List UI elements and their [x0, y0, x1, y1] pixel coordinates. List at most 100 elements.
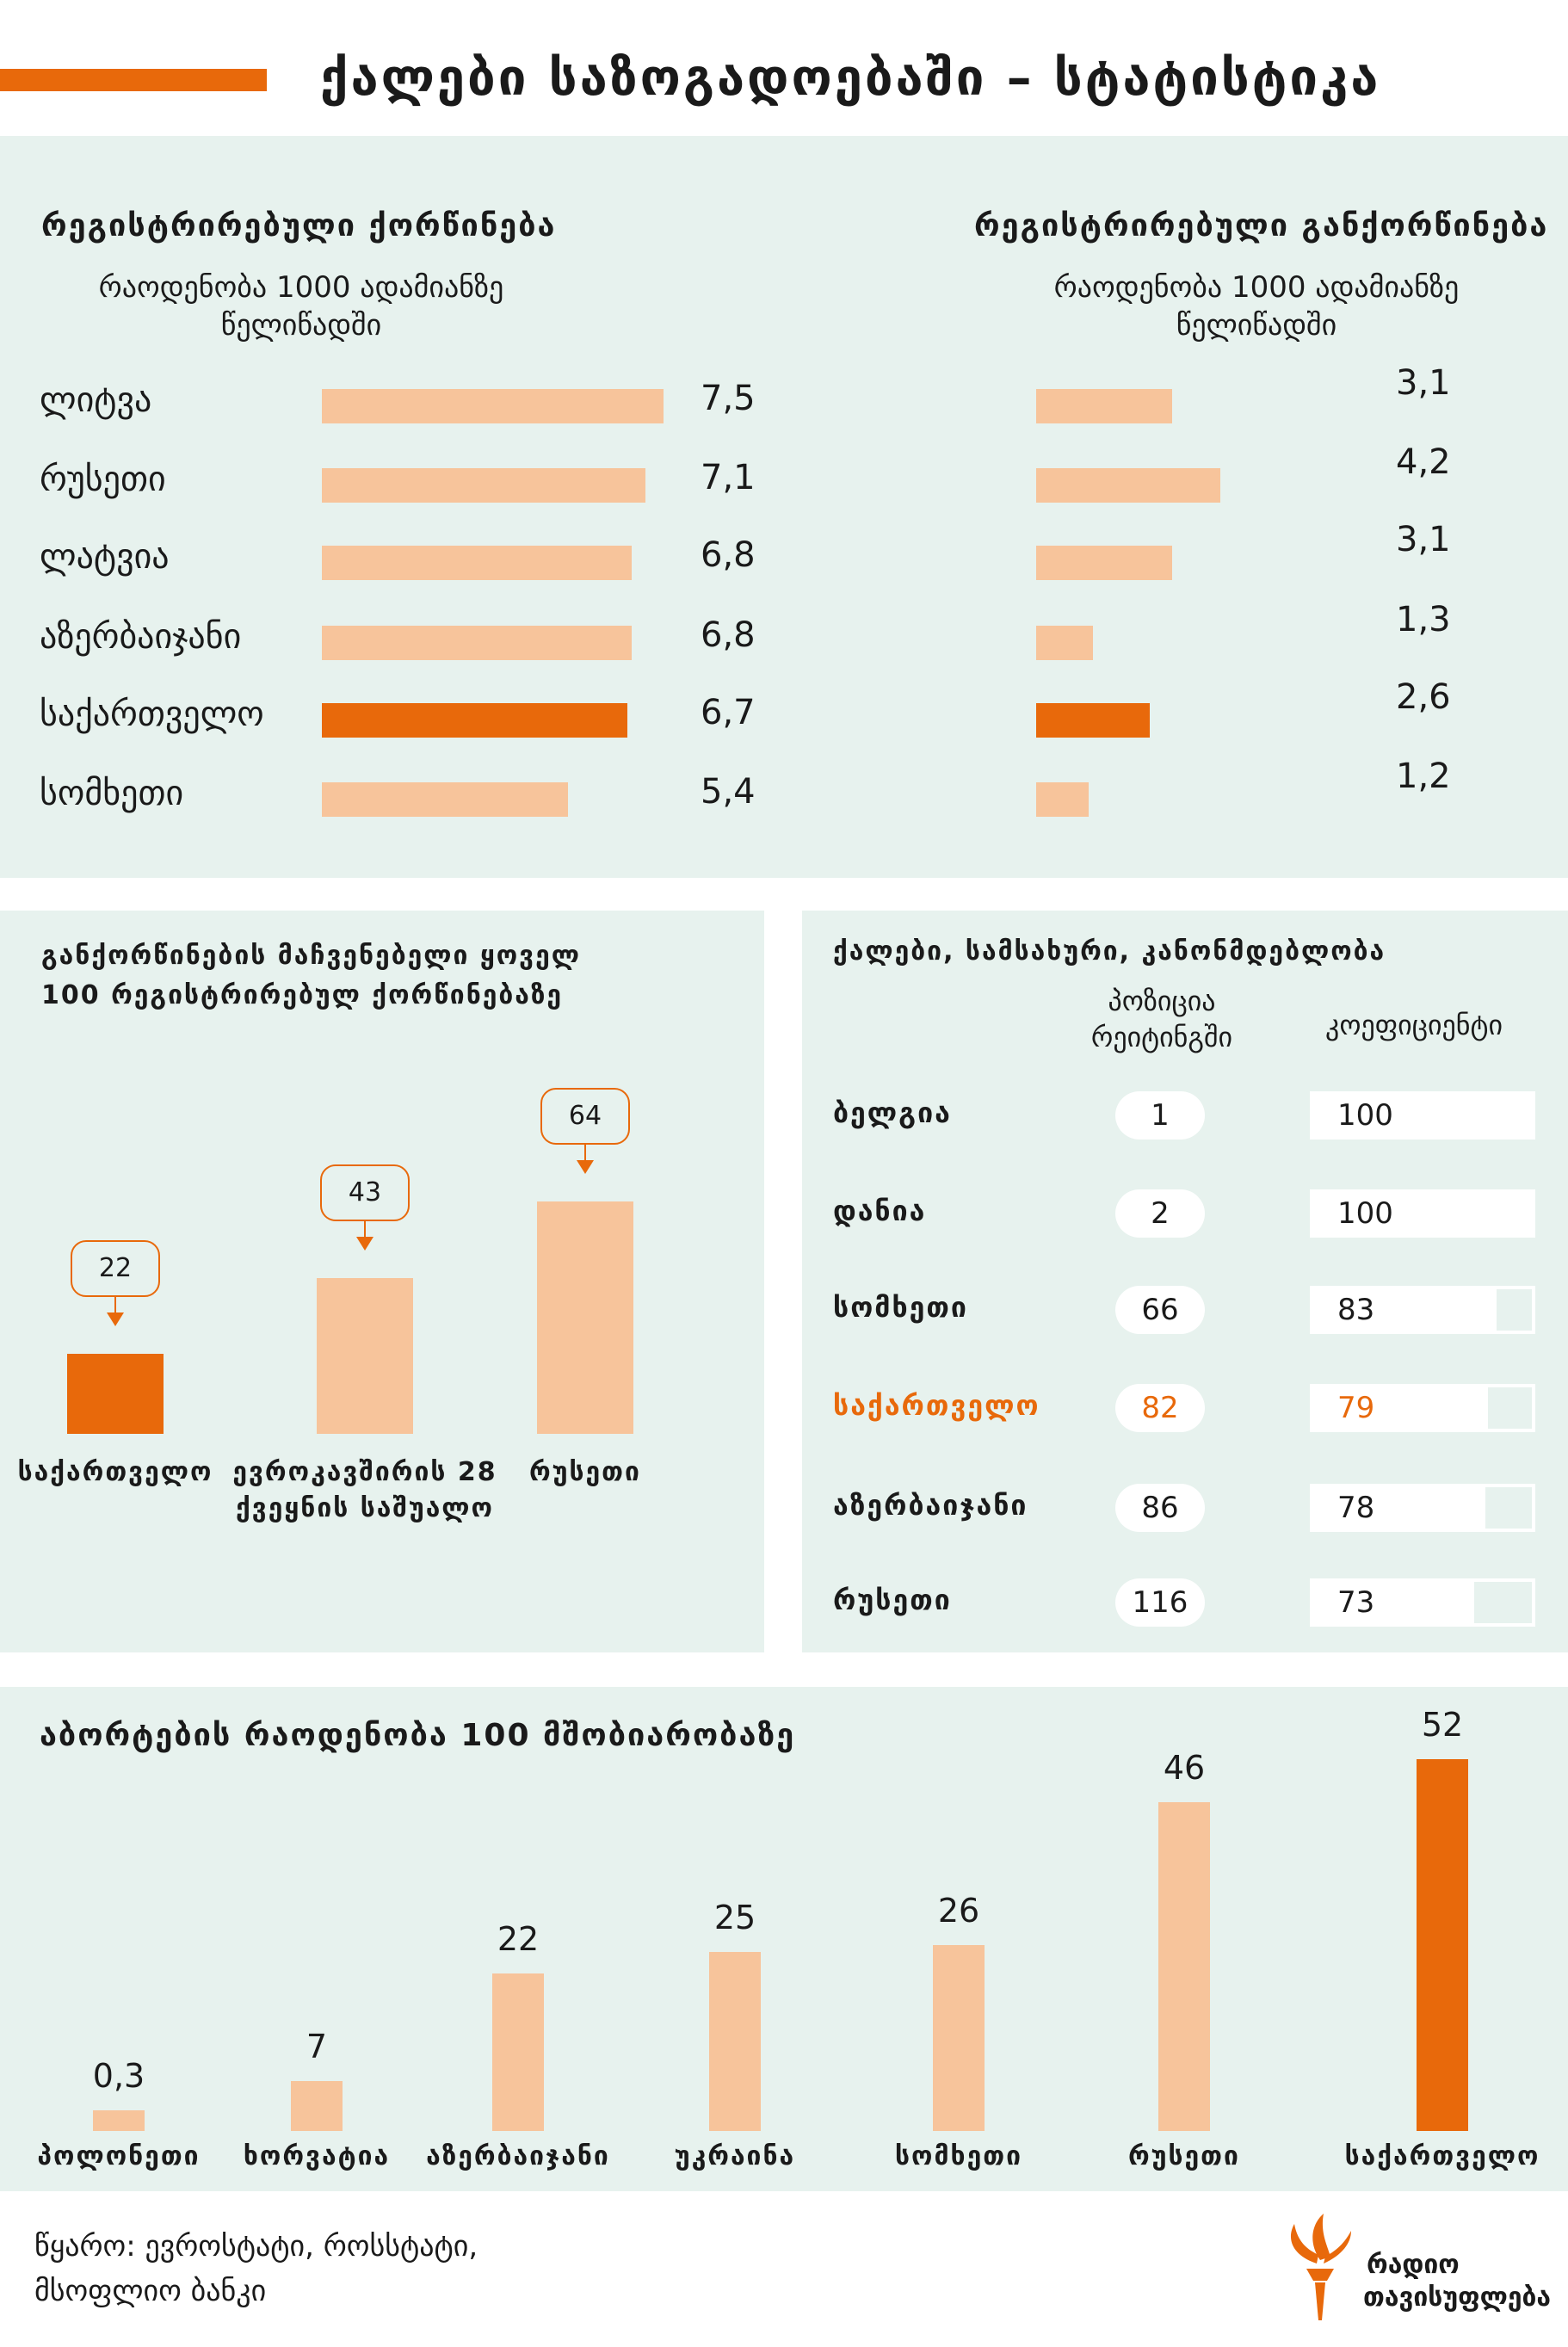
marriage-value: 6,7 — [701, 693, 756, 732]
divorce-subtitle: რაოდენობა 1000 ადამიანზე წელიწადში — [1053, 270, 1460, 343]
coef-remainder — [1485, 1386, 1534, 1430]
divorce-bar — [1036, 389, 1172, 423]
callout-arrow — [107, 1312, 124, 1327]
country-label: საქართველო — [40, 695, 264, 734]
coef-remainder — [1472, 1580, 1534, 1625]
logo-text-line2: თავისუფლება — [1363, 2282, 1552, 2313]
work-country-label: რუსეთი — [833, 1584, 952, 1616]
abortion-bar — [933, 1945, 985, 2131]
divorce-heading: რეგისტრირებული განქორწინება — [974, 208, 1549, 244]
ratio-category-label: ევროკავშირის 28 ქვეყნის საშუალო — [232, 1457, 497, 1523]
callout-arrow — [356, 1236, 373, 1251]
abortion-category-label: რუსეთი — [1128, 2141, 1240, 2171]
marriage-value: 6,8 — [701, 535, 756, 575]
divorce-value: 3,1 — [1396, 363, 1451, 403]
callout-stem — [364, 1220, 366, 1237]
abortion-category-label: უკრაინა — [674, 2141, 796, 2171]
work-country-label: დანია — [833, 1195, 927, 1227]
marriage-bar — [322, 389, 664, 423]
coef-value: 78 — [1337, 1491, 1375, 1525]
divorce-bar — [1036, 626, 1094, 660]
coef-value: 100 — [1337, 1196, 1393, 1231]
abortion-bar — [93, 2110, 145, 2131]
marriage-value: 7,5 — [701, 379, 756, 418]
work-country-label: საქართველო — [833, 1389, 1040, 1422]
country-label: სომხეთი — [40, 774, 184, 813]
divorce-bar — [1036, 782, 1090, 817]
country-label: აზერბაიჯანი — [40, 617, 242, 657]
marriage-value: 5,4 — [701, 772, 756, 812]
coef-box: 83 — [1310, 1286, 1535, 1334]
abortion-category-label: საქართველო — [1344, 2141, 1540, 2171]
rank-pill: 86 — [1115, 1484, 1205, 1532]
logo-text-line1: რადიო — [1367, 2250, 1460, 2280]
callout-arrow — [577, 1160, 594, 1174]
ratio-heading: განქორწინების მაჩვენებელი ყოველ 100 რეგი… — [41, 941, 581, 1010]
ratio-bar — [317, 1277, 413, 1434]
marriage-bar — [322, 468, 645, 503]
callout-stem — [114, 1297, 116, 1313]
ratio-callout: 43 — [320, 1164, 410, 1221]
torch-logo-icon — [1282, 2212, 1356, 2324]
marriage-bar — [322, 626, 632, 660]
title-accent-bar — [0, 69, 267, 91]
divorce-bar — [1036, 546, 1172, 580]
rank-pill: 66 — [1115, 1286, 1205, 1334]
coef-value: 79 — [1337, 1391, 1375, 1425]
ratio-bar — [67, 1354, 164, 1434]
abortion-panel — [0, 1687, 1568, 2191]
ratio-bar — [537, 1201, 633, 1434]
coef-box: 79 — [1310, 1384, 1535, 1432]
divorce-value: 1,2 — [1396, 757, 1451, 796]
coef-box: 73 — [1310, 1578, 1535, 1627]
divorce-value: 4,2 — [1396, 442, 1451, 482]
source-note: წყარო: ევროსტატი, როსსტატი, მსოფლიო ბანკ… — [34, 2229, 478, 2308]
ratio-callout: 22 — [71, 1240, 160, 1298]
marriage-value: 7,1 — [701, 458, 756, 497]
divorce-bar — [1036, 703, 1151, 738]
marriage-divorce-panel — [0, 136, 1568, 878]
coef-box: 78 — [1310, 1484, 1535, 1532]
work-heading: ქალები, სამსახური, კანონმდებლობა — [833, 936, 1386, 967]
coef-value: 83 — [1337, 1293, 1375, 1327]
abortion-bar — [1417, 1759, 1468, 2131]
divorce-value: 1,3 — [1396, 600, 1451, 639]
col-coef-header: კოეფიციენტი — [1325, 1009, 1503, 1041]
work-country-label: ბელგია — [833, 1096, 952, 1129]
abortion-bar — [709, 1952, 761, 2131]
coef-value: 73 — [1337, 1585, 1375, 1620]
country-label: რუსეთი — [40, 460, 166, 499]
country-label: ლატვია — [40, 537, 170, 577]
coef-box: 100 — [1310, 1091, 1535, 1140]
work-country-label: სომხეთი — [833, 1291, 968, 1324]
ratio-callout: 64 — [540, 1088, 630, 1145]
abortion-value: 0,3 — [92, 2057, 145, 2095]
marriage-bar — [322, 782, 568, 817]
abortion-category-label: სომხეთი — [895, 2141, 1022, 2171]
rank-pill: 82 — [1115, 1384, 1205, 1432]
marriage-heading: რეგისტრირებული ქორწინება — [41, 208, 557, 244]
rank-pill: 2 — [1115, 1189, 1205, 1238]
abortion-bar — [492, 1973, 544, 2131]
rank-pill: 1 — [1115, 1091, 1205, 1140]
coef-box: 100 — [1310, 1189, 1535, 1238]
divorce-value: 2,6 — [1396, 677, 1451, 717]
divorce-value: 3,1 — [1396, 520, 1451, 559]
page-title: ქალები საზოგადოებაში – სტატისტიკა — [320, 48, 1381, 107]
coef-remainder — [1495, 1288, 1534, 1332]
coef-value: 100 — [1337, 1098, 1393, 1133]
marriage-value: 6,8 — [701, 615, 756, 655]
abortion-bar — [291, 2080, 343, 2131]
abortion-value: 26 — [937, 1892, 980, 1930]
marriage-bar — [322, 546, 632, 580]
abortion-value: 46 — [1163, 1748, 1206, 1787]
country-label: ლიტვა — [40, 380, 152, 420]
divorce-bar — [1036, 468, 1220, 503]
abortion-category-label: ხორვატია — [243, 2141, 391, 2171]
ratio-category-label: რუსეთი — [529, 1457, 641, 1487]
col-rank-header: პოზიცია რეიტინგში — [1090, 985, 1233, 1053]
abortion-category-label: პოლონეთი — [37, 2141, 201, 2171]
marriage-bar — [322, 703, 627, 738]
abortion-category-label: აზერბაიჯანი — [426, 2141, 610, 2171]
abortion-heading: აბორტების რაოდენობა 100 მშობიარობაზე — [40, 1718, 796, 1753]
